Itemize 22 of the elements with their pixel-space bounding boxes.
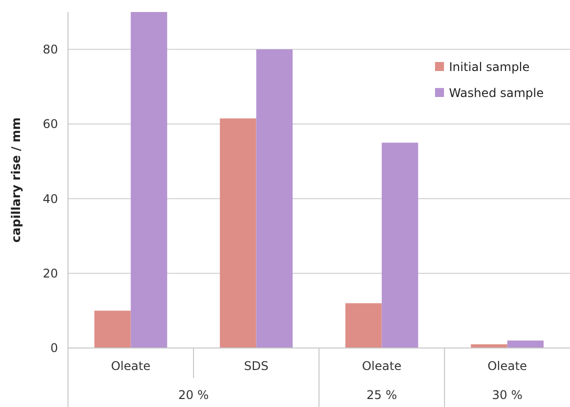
bar [130,12,168,348]
bar [507,340,544,348]
bar [256,49,293,348]
bar [220,118,256,348]
text: 25 % [366,388,397,402]
y-tick-label: 80 [42,42,58,57]
y-tick-label: 20 [42,266,58,281]
legend-label: Initial sample [449,60,530,74]
y-tick-label: 40 [42,192,58,206]
y-tick-label: 60 [42,117,58,132]
x-tick-label: Oleate [362,359,402,373]
bar [382,142,418,348]
x-tick-label: Oleate [110,359,151,373]
x-tick-label: SDS [244,359,268,373]
text: 20 % [178,388,209,402]
text: 30 % [492,388,522,402]
bar [345,303,382,348]
y-axis-title: capillary rise / mm [9,117,23,243]
x-tick-label: Oleate [487,359,528,373]
legend-label: Washed sample [449,86,544,100]
y-tick-label: 0 [50,341,58,356]
bar [94,310,131,348]
